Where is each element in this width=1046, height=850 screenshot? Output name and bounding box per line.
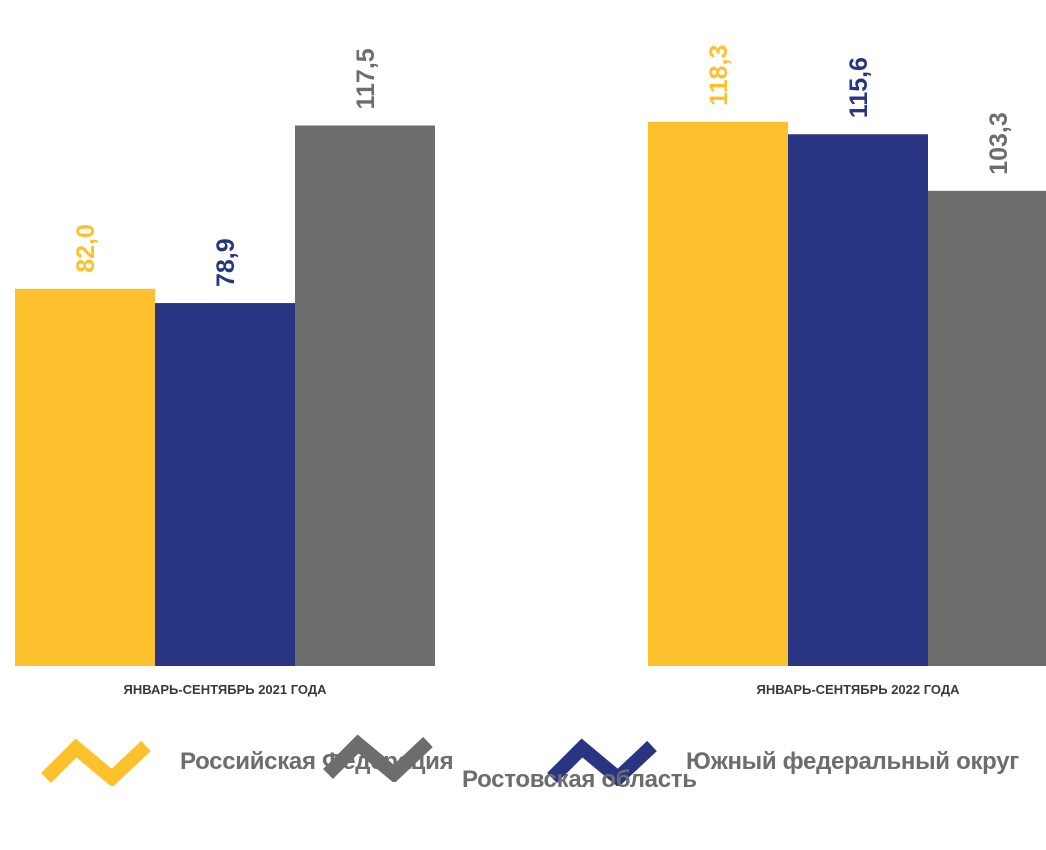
data-label-1-1: 115,6: [845, 57, 873, 118]
bar-1-2: [928, 190, 1046, 666]
category-label-0: ЯНВАРЬ-СЕНТЯБРЬ 2021 ГОДА: [123, 682, 327, 697]
data-label-0-2: 117,5: [352, 48, 380, 109]
data-label-1-2: 103,3: [985, 112, 1013, 175]
bar-0-0: [15, 288, 155, 666]
category-label-1: ЯНВАРЬ-СЕНТЯБРЬ 2022 ГОДА: [756, 682, 960, 697]
bar-1-1: [788, 134, 928, 667]
bar-0-2: [295, 125, 435, 666]
data-label-0-0: 82,0: [72, 224, 100, 273]
bar-1-0: [648, 121, 788, 666]
bar-0-1: [155, 303, 295, 666]
data-label-0-1: 78,9: [212, 238, 240, 287]
data-label-1-0: 118,3: [705, 45, 733, 106]
